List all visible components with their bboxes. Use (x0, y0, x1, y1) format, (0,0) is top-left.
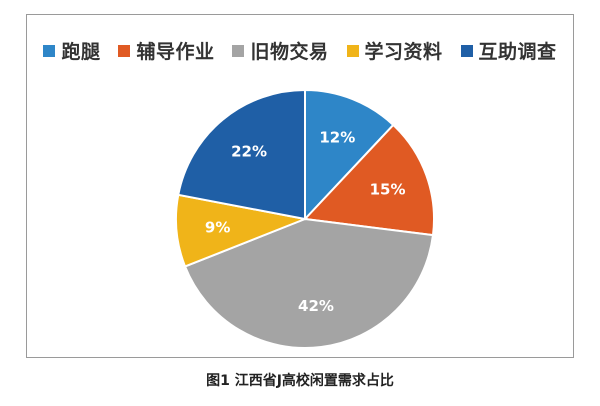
legend-label-materials: 学习资料 (364, 41, 443, 63)
pie-slice-survey (177, 88, 306, 221)
legend-label-secondhand: 旧物交易 (250, 41, 329, 63)
legend-label-tutoring: 辅导作业 (136, 41, 215, 63)
legend-item-secondhand: 旧物交易 (232, 37, 328, 64)
legend-swatch-tutoring (118, 44, 131, 57)
pie-slice-tutoring (302, 123, 435, 237)
slice-label-materials: 9% (205, 218, 230, 236)
legend-swatch-survey (460, 44, 473, 57)
legend-item-tutoring: 辅导作业 (118, 37, 214, 64)
legend-swatch-secondhand (232, 44, 245, 57)
legend-label-errand: 跑腿 (61, 41, 101, 63)
legend-item-survey: 互助调查 (460, 37, 557, 64)
legend-label-survey: 互助调查 (478, 41, 557, 63)
legend-item-errand: 跑腿 (43, 37, 100, 64)
slice-label-tutoring: 15% (370, 180, 406, 198)
legend-item-materials: 学习资料 (346, 37, 443, 64)
slice-label-survey: 22% (231, 142, 267, 160)
figure-caption: 图1 江西省J高校闲置需求占比 (206, 373, 394, 389)
slice-label-errand: 12% (319, 128, 355, 146)
legend-swatch-errand (43, 44, 56, 57)
pie-slice-secondhand (183, 217, 435, 349)
slice-label-secondhand: 42% (298, 297, 334, 315)
legend-swatch-materials (346, 44, 359, 57)
pie-chart: 12% 15% 42% 9% 22% (175, 88, 435, 349)
chart-frame: 跑腿 辅导作业 旧物交易 学习资料 互助调查 12% 15% 42% 9% 22% (26, 14, 574, 358)
pie-slice-errand (304, 88, 395, 222)
legend: 跑腿 辅导作业 旧物交易 学习资料 互助调查 (27, 37, 573, 64)
